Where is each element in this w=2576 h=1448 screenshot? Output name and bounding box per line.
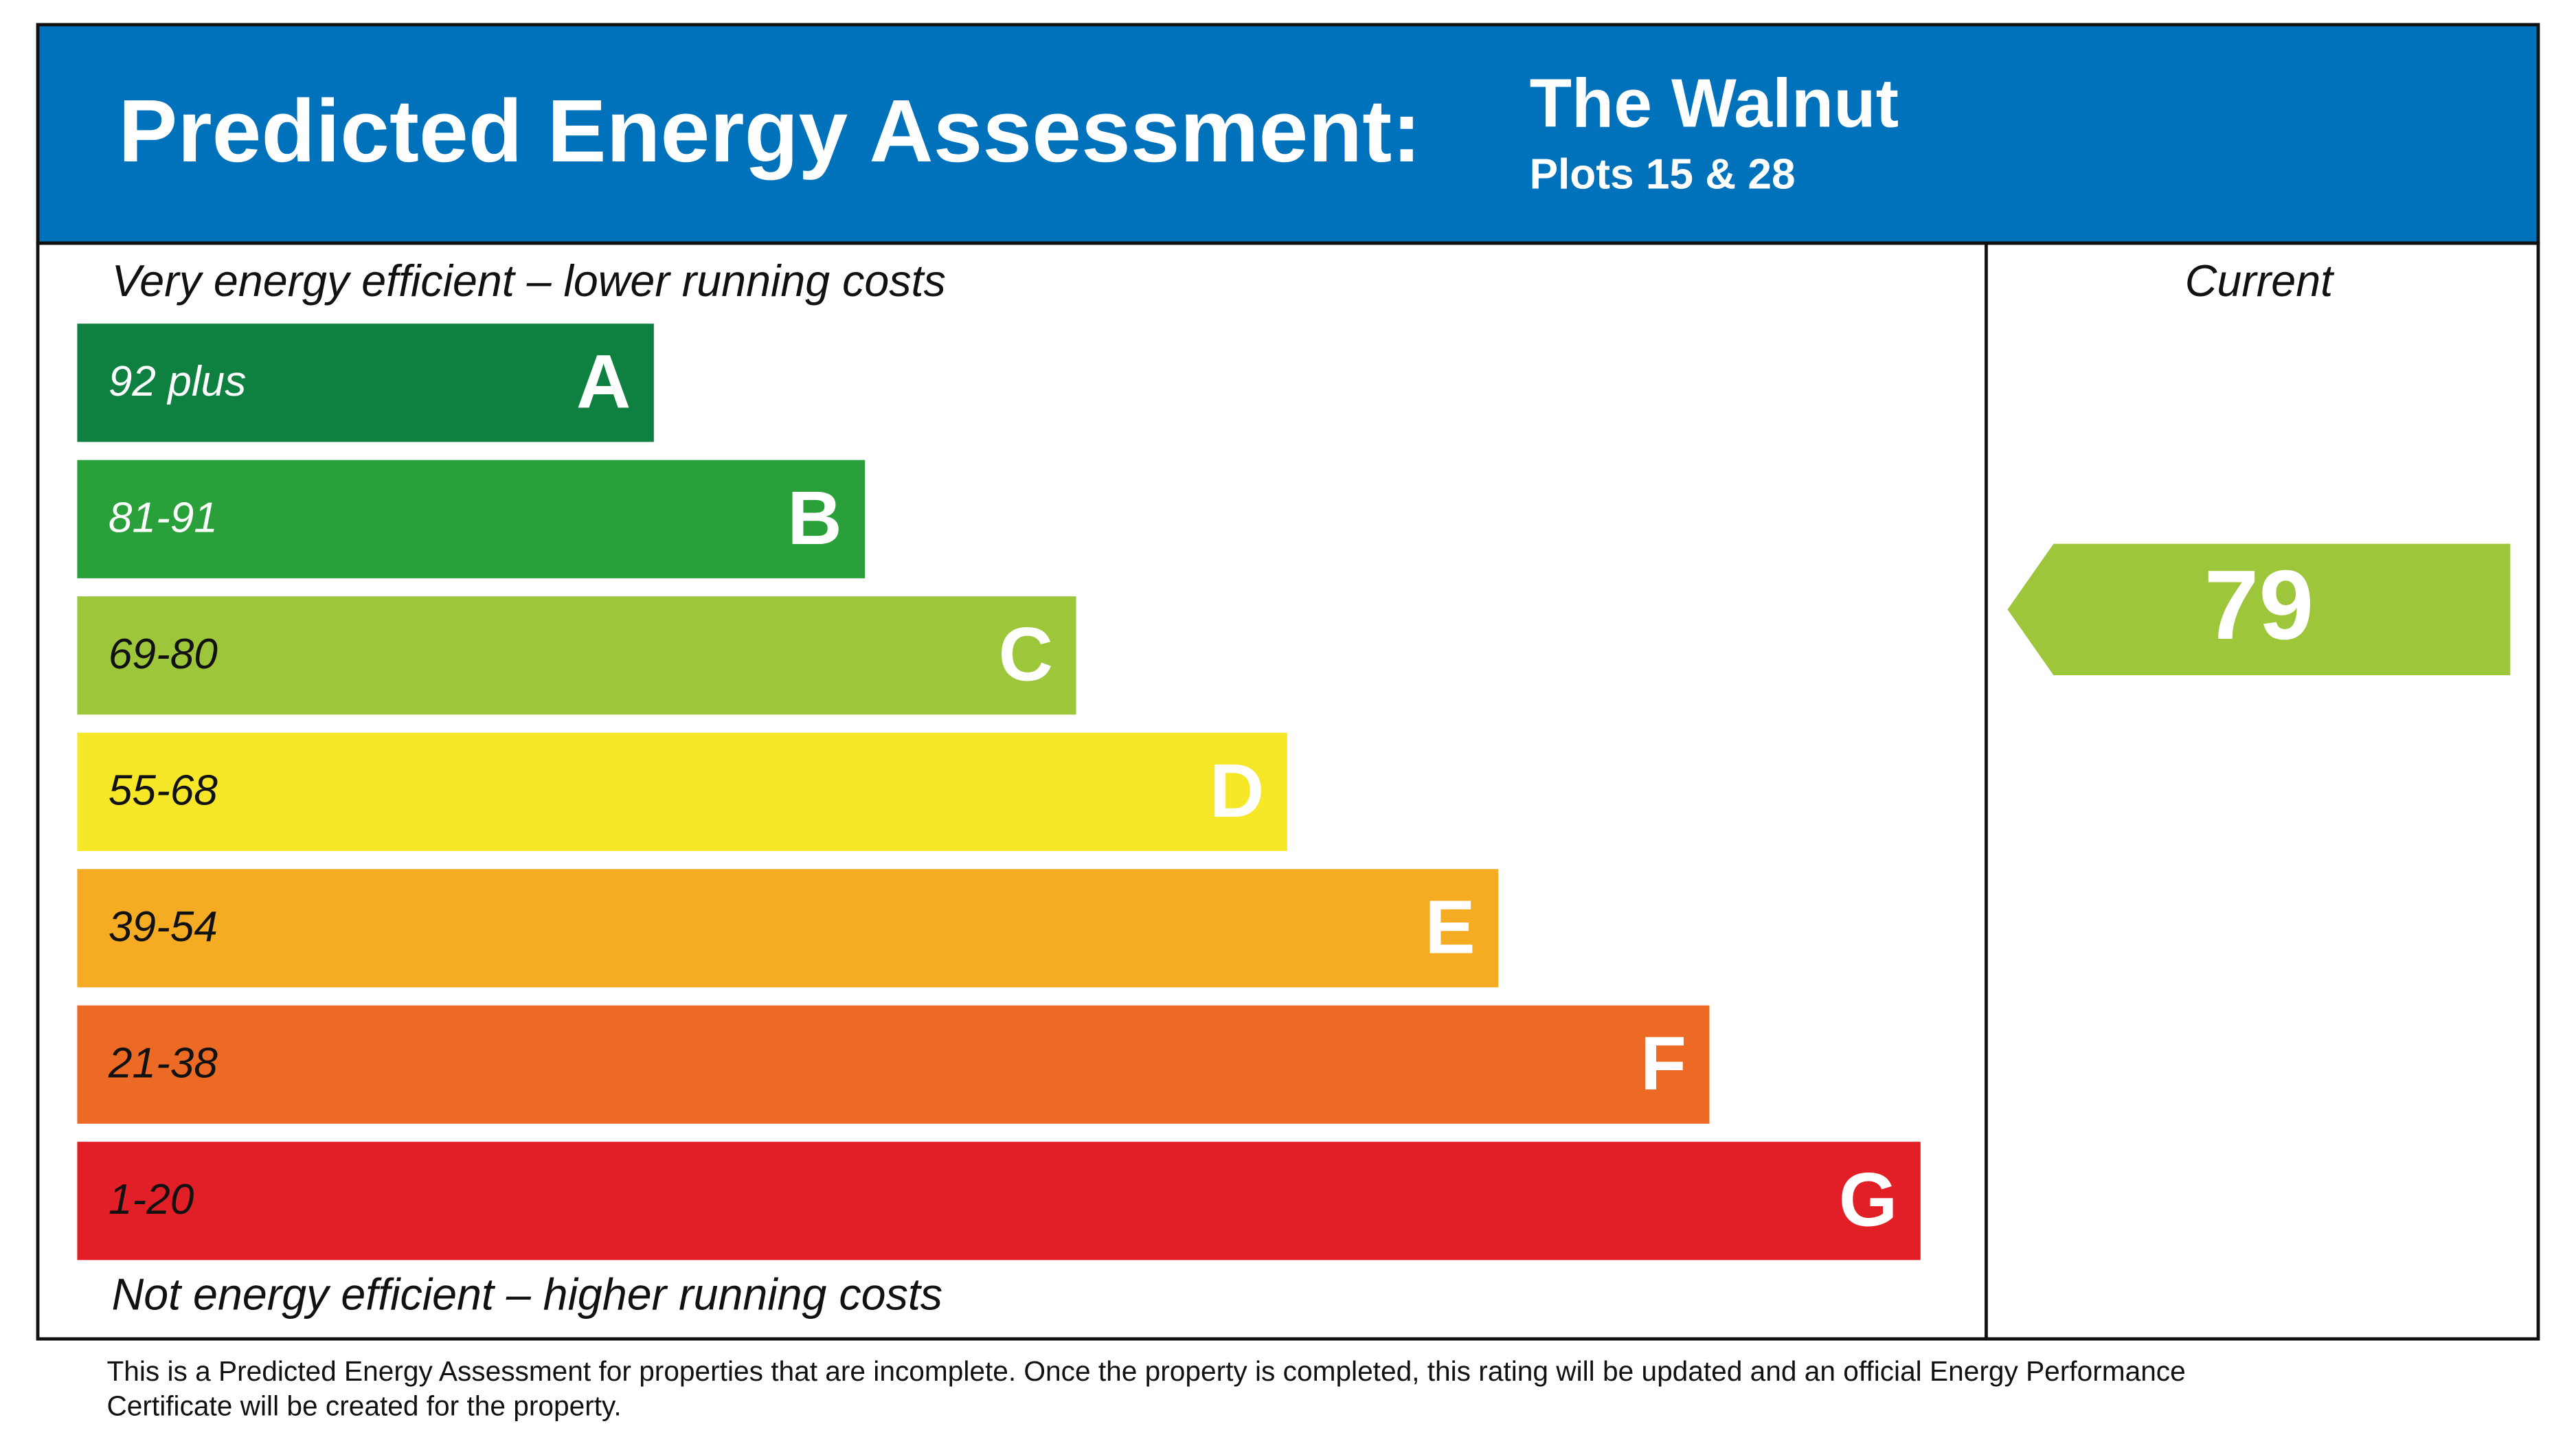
plots: Plots 15 & 28 (1530, 151, 1796, 199)
band-range: 81-91 (109, 495, 218, 542)
band-bar (77, 1005, 1710, 1124)
band-bar (77, 732, 1287, 851)
band-letter: G (1839, 1158, 1898, 1243)
band-letter: E (1425, 885, 1475, 970)
band-range: 39-54 (109, 903, 218, 951)
band-bar (77, 596, 1076, 715)
band-range: 69-80 (109, 631, 218, 678)
current-label: Current (2185, 256, 2335, 306)
header-title: Predicted Energy Assessment: (118, 82, 1421, 181)
band-range: 55-68 (109, 767, 218, 815)
top-note: Very energy efficient – lower running co… (112, 256, 946, 306)
band-bar (77, 460, 866, 578)
band-bar (77, 869, 1499, 988)
frame (36, 241, 2540, 1341)
band-range: 92 plus (109, 358, 246, 405)
band-letter: A (576, 340, 631, 425)
band-bar (77, 324, 654, 442)
band-range: 21-38 (108, 1040, 218, 1087)
band-letter: F (1640, 1021, 1686, 1106)
bottom-note: Not energy efficient – higher running co… (112, 1269, 942, 1319)
footer-line: This is a Predicted Energy Assessment fo… (106, 1355, 2185, 1387)
footer-line: Certificate will be created for the prop… (106, 1390, 621, 1421)
current-value: 79 (2204, 550, 2314, 660)
current-arrow (2007, 543, 2511, 675)
band-bar (77, 1142, 1921, 1260)
band-range: 1-20 (109, 1176, 194, 1223)
band-letter: B (787, 476, 841, 561)
header-band (36, 23, 2540, 245)
property-name: The Walnut (1530, 65, 1899, 142)
band-letter: D (1210, 749, 1264, 833)
band-letter: C (999, 613, 1053, 697)
